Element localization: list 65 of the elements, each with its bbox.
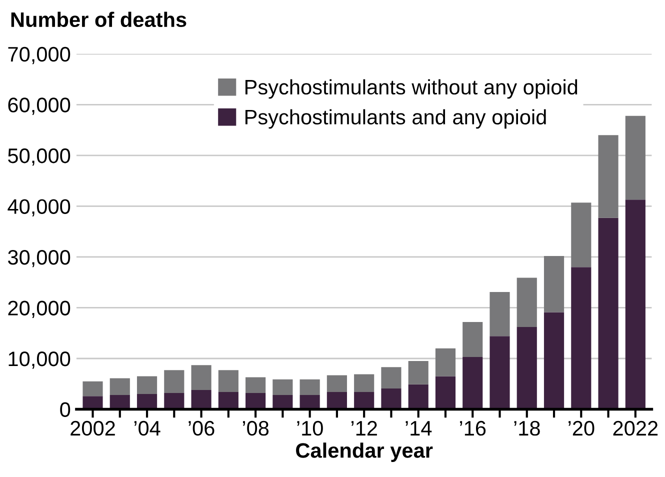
- bar: [571, 202, 592, 268]
- bar: [408, 384, 428, 410]
- bar: [354, 392, 374, 410]
- x-tick-label: ’12: [351, 420, 377, 436]
- bar: [462, 322, 483, 357]
- legend-label: Psychostimulants and any opioid: [245, 109, 546, 129]
- x-tick-label: ’06: [188, 420, 214, 436]
- bar: [300, 395, 320, 410]
- x-tick-label: ’04: [134, 420, 160, 436]
- bar: [272, 379, 293, 396]
- y-tick-label: 40,000: [8, 199, 70, 216]
- y-axis-title: Number of deaths: [11, 12, 186, 28]
- x-axis-title: Calendar year: [296, 442, 433, 462]
- bar: [110, 378, 130, 396]
- bar: [300, 379, 320, 396]
- bar: [164, 393, 184, 410]
- bar: [435, 376, 456, 410]
- bar: [408, 361, 428, 384]
- bar: [625, 116, 646, 200]
- bar: [490, 336, 510, 410]
- bar: [191, 365, 212, 390]
- bar: [435, 348, 456, 376]
- bar: [136, 394, 158, 410]
- bar: [82, 396, 103, 410]
- bar: [218, 392, 238, 410]
- bar: [191, 390, 212, 410]
- y-tick-label: 10,000: [8, 352, 70, 369]
- bar: [246, 393, 266, 410]
- bar: [544, 312, 564, 410]
- bar: [625, 200, 646, 410]
- bar: [462, 356, 483, 410]
- legend-label: Psychostimulants without any opioid: [245, 79, 578, 99]
- x-tick-label: 2002: [70, 420, 115, 436]
- bar: [326, 375, 347, 392]
- bar: [326, 392, 347, 410]
- bar: [272, 395, 293, 410]
- y-tick-label: 70,000: [8, 46, 70, 64]
- bar: [136, 376, 158, 394]
- bar: [544, 256, 564, 312]
- x-tick-label: ’14: [406, 421, 432, 436]
- bar: [598, 135, 618, 218]
- bar: [516, 278, 537, 328]
- y-tick-label: 60,000: [8, 98, 70, 115]
- bar: [598, 218, 618, 410]
- bar: [516, 327, 537, 410]
- y-tick-label: 50,000: [8, 148, 70, 166]
- bar: [381, 367, 402, 388]
- bar: [571, 267, 592, 410]
- bar: [490, 292, 510, 336]
- bar: [82, 381, 103, 396]
- y-tick-label: 0: [60, 402, 70, 418]
- bar: [354, 374, 374, 392]
- bar: [246, 377, 266, 394]
- bar: [164, 370, 184, 394]
- bar: [218, 370, 238, 392]
- x-tick-label: ’16: [460, 420, 486, 436]
- x-tick-label: ’20: [568, 420, 594, 436]
- x-tick-label: 2022: [613, 420, 658, 436]
- bar: [381, 388, 402, 410]
- y-tick-label: 30,000: [8, 250, 70, 268]
- x-tick-label: ’10: [297, 420, 323, 436]
- y-tick-label: 20,000: [8, 300, 70, 318]
- bar: [110, 395, 130, 410]
- x-tick-label: ’08: [242, 420, 269, 436]
- x-tick-label: ’18: [514, 420, 540, 436]
